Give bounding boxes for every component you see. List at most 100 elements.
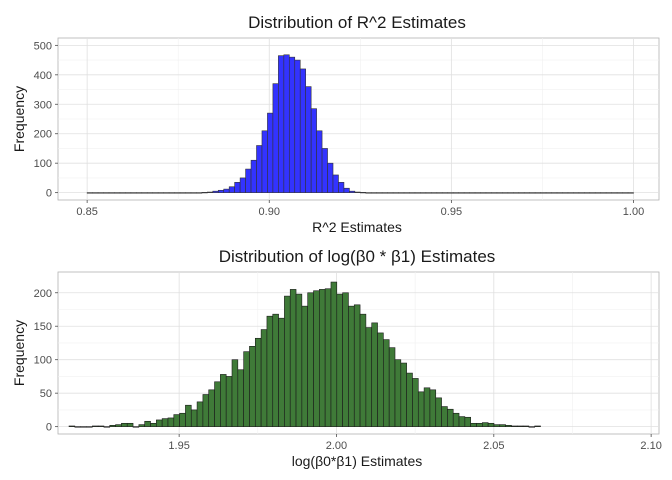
histogram-bar: [92, 192, 99, 194]
histogram-bar: [387, 192, 394, 194]
histogram-bar: [319, 289, 326, 427]
histogram-bar: [336, 293, 343, 427]
histogram-bar: [528, 426, 536, 428]
y-axis-title: Frequency: [11, 320, 27, 386]
histogram-bar: [338, 182, 345, 193]
histogram-bar: [491, 192, 498, 194]
histogram-bar: [305, 86, 312, 193]
histogram-bar: [365, 327, 373, 427]
histogram-bar: [600, 192, 607, 194]
histogram-bar: [108, 192, 115, 194]
histogram-bar: [487, 422, 495, 427]
histogram-bar: [441, 406, 448, 427]
histogram-bar: [86, 426, 93, 428]
histogram-bar: [91, 425, 99, 427]
histogram-bar: [513, 192, 520, 194]
y-tick-label: 400: [34, 70, 52, 82]
histogram-bar: [250, 159, 257, 193]
histogram-bar: [201, 192, 208, 194]
histogram-bar: [431, 192, 438, 194]
histogram-bar: [136, 192, 143, 194]
histogram-bar: [299, 68, 306, 193]
histogram-bar: [464, 416, 471, 427]
histogram-bar: [310, 108, 317, 193]
histogram-bar: [458, 416, 466, 427]
histogram-bar: [545, 192, 552, 194]
histogram-bar: [284, 295, 291, 427]
chart-title: Distribution of log(β0 * β1) Estimates: [219, 247, 496, 266]
histogram-bar: [295, 293, 303, 427]
histogram-bar: [493, 424, 501, 427]
histogram-bar: [202, 394, 210, 427]
x-tick-label: 1.95: [168, 440, 189, 452]
histogram-bar: [126, 422, 134, 427]
histogram-bar: [469, 192, 476, 194]
histogram-bar: [381, 192, 388, 194]
histogram-bar: [354, 191, 361, 193]
histogram-bar: [376, 192, 383, 194]
histogram-bar: [121, 422, 128, 427]
histogram-bar: [353, 304, 361, 427]
histogram-bar: [150, 422, 157, 427]
histogram-bar: [161, 418, 169, 427]
histogram-bar: [412, 378, 419, 427]
histogram-bar: [294, 59, 301, 193]
histogram-bar: [417, 391, 425, 427]
histogram-bar: [360, 192, 367, 194]
histogram-bar: [283, 54, 290, 193]
x-tick-label: 1.00: [623, 206, 644, 218]
histogram-bar: [377, 332, 384, 427]
histogram-bar: [208, 389, 215, 427]
histogram-bar: [458, 192, 465, 194]
y-tick-label: 0: [46, 188, 52, 200]
x-tick-label: 0.95: [441, 206, 462, 218]
histogram-bar: [167, 417, 175, 427]
histogram-bar: [584, 192, 591, 194]
histogram-bar: [138, 424, 145, 427]
histogram-bar: [231, 359, 239, 427]
histogram-bar: [109, 424, 116, 427]
histogram-bar: [313, 290, 320, 427]
x-axis-title: log(β0*β1) Estimates: [292, 453, 422, 469]
histogram-bar: [114, 192, 121, 194]
histogram-bar: [267, 112, 274, 193]
histogram-bar: [254, 337, 262, 427]
histogram-bar: [173, 414, 180, 427]
histogram-bar: [502, 192, 509, 194]
histogram-bar: [289, 289, 297, 427]
y-tick-label: 100: [34, 355, 52, 367]
histogram-bar: [223, 188, 230, 193]
histogram-bar: [436, 192, 443, 194]
y-tick-label: 300: [34, 99, 52, 111]
y-tick-label: 50: [40, 388, 52, 400]
histogram-bar: [115, 424, 122, 427]
histogram-bar: [330, 281, 338, 427]
histogram-bar: [234, 182, 241, 193]
histogram-bar: [567, 192, 574, 194]
histogram-bar: [499, 424, 506, 427]
x-tick-label: 2.00: [326, 440, 347, 452]
histogram-bar: [332, 174, 339, 193]
histogram-bar: [505, 424, 512, 427]
y-tick-label: 0: [46, 422, 52, 434]
histogram-bar: [174, 192, 181, 194]
histogram-bar: [447, 192, 454, 194]
histogram-bar: [190, 192, 197, 194]
histogram-bar: [414, 192, 421, 194]
histogram-bar: [327, 162, 334, 193]
histogram-bar: [152, 192, 159, 194]
histogram-bar: [409, 192, 416, 194]
histogram-bar: [103, 426, 111, 428]
histogram-bar: [144, 420, 151, 427]
histogram-bar: [163, 192, 170, 194]
histogram-bar: [321, 148, 328, 193]
histogram-bar: [562, 192, 569, 194]
histogram-bar: [388, 347, 396, 427]
y-tick-label: 200: [34, 288, 52, 300]
x-tick-label: 0.90: [259, 206, 280, 218]
histogram-bar: [97, 192, 104, 194]
histogram-bar: [156, 419, 163, 427]
histogram-bar: [594, 192, 602, 194]
log-beta-histogram-panel: Distribution of log(β0 * β1) Estimates 0…: [11, 247, 662, 469]
